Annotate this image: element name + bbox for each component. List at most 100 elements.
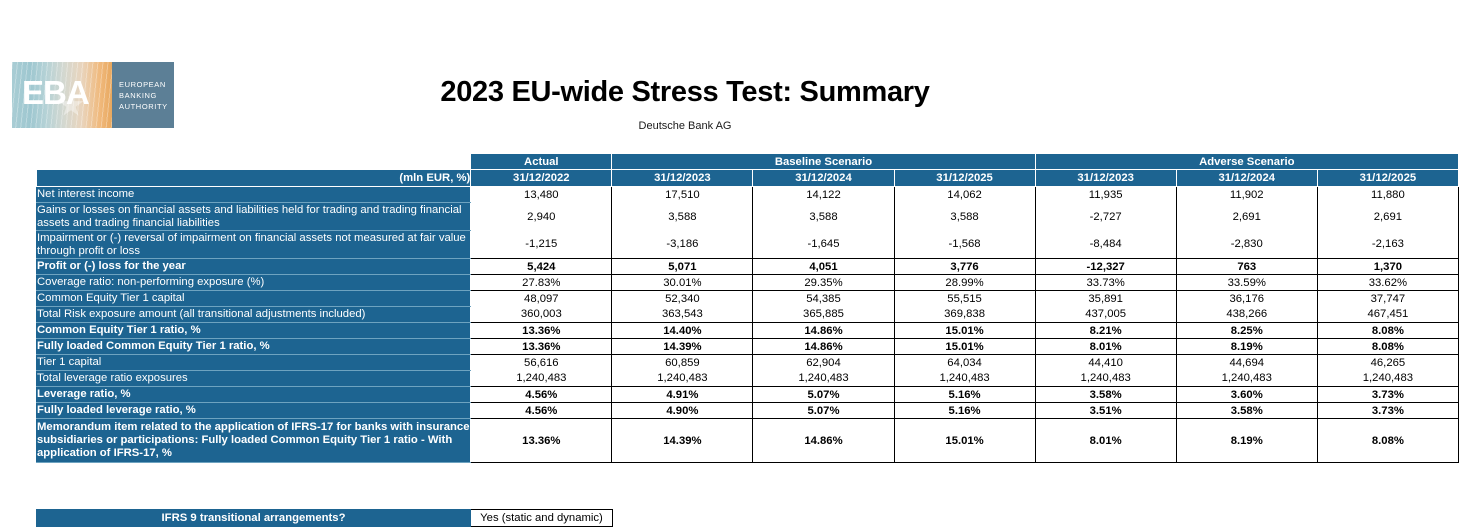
table-cell: 11,935 bbox=[1034, 186, 1177, 203]
table-row: Leverage ratio, % 4.56% 4.91% 5.07% 5.16% 3.5… bbox=[35, 386, 1460, 403]
table-cell: 54,385 bbox=[752, 290, 895, 307]
table-cell: 64,034 bbox=[893, 354, 1036, 371]
table-cell: 1,240,483 bbox=[893, 370, 1036, 387]
table-cell: 60,859 bbox=[611, 354, 754, 371]
row-label: Common Equity Tier 1 ratio, % bbox=[35, 322, 472, 339]
table-cell: 55,515 bbox=[893, 290, 1036, 307]
table-cell: 438,266 bbox=[1175, 306, 1318, 323]
table-cell: 1,240,483 bbox=[470, 370, 613, 387]
table-cell: 48,097 bbox=[470, 290, 613, 307]
table-cell: 365,885 bbox=[752, 306, 895, 323]
table-cell: 1,240,483 bbox=[611, 370, 754, 387]
table-cell: 30.01% bbox=[611, 274, 754, 291]
table-cell: 5.07% bbox=[752, 402, 895, 419]
table-cell: 37,747 bbox=[1316, 290, 1460, 307]
table-cell: 33.59% bbox=[1175, 274, 1318, 291]
row-label: Total leverage ratio exposures bbox=[35, 370, 472, 387]
row-label: Net interest income bbox=[35, 186, 472, 203]
table-body: Net interest income 13,480 17,510 14,122 14,… bbox=[35, 186, 1460, 463]
table-row: Net interest income 13,480 17,510 14,122 14,… bbox=[35, 186, 1460, 203]
logo-wordmark-panel: EUROPEAN BANKING AUTHORITY bbox=[112, 62, 174, 128]
logo-line-banking: BANKING bbox=[119, 90, 157, 100]
row-label: Coverage ratio: non-performing exposure … bbox=[35, 274, 472, 291]
row-label: Leverage ratio, % bbox=[35, 386, 472, 403]
table-row: Fully loaded leverage ratio, % 4.56% 4.90%… bbox=[35, 402, 1460, 419]
table-cell: 62,904 bbox=[752, 354, 895, 371]
ifrs9-value: Yes (static and dynamic) bbox=[470, 509, 613, 527]
logo-gradient-mark: EBA bbox=[12, 62, 112, 128]
table-cell: 14.86% bbox=[752, 418, 895, 463]
group-header-baseline: Baseline Scenario bbox=[611, 153, 1036, 170]
table-cell: 3.73% bbox=[1316, 386, 1460, 403]
group-header-actual: Actual bbox=[470, 153, 613, 170]
date-header-adverse-2023: 31/12/2023 bbox=[1034, 169, 1177, 187]
table-cell: 3.51% bbox=[1034, 402, 1177, 419]
table-cell: 3,588 bbox=[752, 202, 895, 231]
group-header-adverse: Adverse Scenario bbox=[1034, 153, 1460, 170]
table-cell: 35,891 bbox=[1034, 290, 1177, 307]
table-cell: 1,240,483 bbox=[1175, 370, 1318, 387]
date-header-row: (mln EUR, %) 31/12/2022 31/12/2023 31/12… bbox=[35, 169, 1460, 187]
table-cell: 29.35% bbox=[752, 274, 895, 291]
table-cell: 46,265 bbox=[1316, 354, 1460, 371]
table-row: Common Equity Tier 1 capital 48,097 52,340… bbox=[35, 290, 1460, 307]
table-cell: 13,480 bbox=[470, 186, 613, 203]
date-header-actual-2022: 31/12/2022 bbox=[470, 169, 613, 187]
table-cell: 1,240,483 bbox=[1034, 370, 1177, 387]
date-header-baseline-2025: 31/12/2025 bbox=[893, 169, 1036, 187]
header-corner-blank bbox=[36, 153, 471, 170]
table-cell: -8,484 bbox=[1034, 230, 1177, 259]
table-cell: 28.99% bbox=[893, 274, 1036, 291]
row-label: Total Risk exposure amount (all transiti… bbox=[35, 306, 472, 323]
group-header-row: Actual Baseline Scenario Adverse Scenari… bbox=[36, 153, 1460, 170]
table-cell: -1,645 bbox=[752, 230, 895, 259]
table-cell: 3.58% bbox=[1034, 386, 1177, 403]
table-cell: -1,568 bbox=[893, 230, 1036, 259]
table-cell: 14.86% bbox=[752, 338, 895, 355]
table-cell: -3,186 bbox=[611, 230, 754, 259]
table-cell: 56,616 bbox=[470, 354, 613, 371]
table-cell: 13.36% bbox=[470, 338, 613, 355]
bank-name-subtitle: Deutsche Bank AG bbox=[638, 120, 732, 132]
ifrs9-row: IFRS 9 transitional arrangements? Yes (s… bbox=[36, 509, 613, 527]
table-cell: 44,694 bbox=[1175, 354, 1318, 371]
table-row: Impairment or (-) reversal of impairment… bbox=[35, 230, 1460, 259]
table-cell: 3,588 bbox=[611, 202, 754, 231]
table-cell: 1,370 bbox=[1316, 258, 1460, 275]
date-header-adverse-2025: 31/12/2025 bbox=[1316, 169, 1460, 187]
table-cell: 8.08% bbox=[1316, 322, 1460, 339]
table-cell: 8.25% bbox=[1175, 322, 1318, 339]
table-cell: 2,691 bbox=[1175, 202, 1318, 231]
table-cell: 15.01% bbox=[893, 322, 1036, 339]
table-header: Actual Baseline Scenario Adverse Scenari… bbox=[35, 153, 1460, 187]
table-cell: 2,940 bbox=[470, 202, 613, 231]
table-row: Total Risk exposure amount (all transiti… bbox=[35, 306, 1460, 323]
row-label: Common Equity Tier 1 capital bbox=[35, 290, 472, 307]
table-cell: -2,830 bbox=[1175, 230, 1318, 259]
table-cell: 3.60% bbox=[1175, 386, 1318, 403]
row-label: Fully loaded leverage ratio, % bbox=[35, 402, 472, 419]
row-label: Gains or losses on financial assets and … bbox=[35, 202, 472, 231]
table-cell: 8.01% bbox=[1034, 418, 1177, 463]
table-cell: -12,327 bbox=[1034, 258, 1177, 275]
table-row: Memorandum item related to the applicati… bbox=[35, 418, 1460, 463]
table-row: Total leverage ratio exposures 1,240,483 1… bbox=[35, 370, 1460, 387]
table-cell: 14,122 bbox=[752, 186, 895, 203]
units-label: (mln EUR, %) bbox=[35, 169, 472, 187]
table-cell: 467,451 bbox=[1316, 306, 1460, 323]
table-cell: 5.16% bbox=[893, 386, 1036, 403]
table-cell: 13.36% bbox=[470, 322, 613, 339]
table-cell: 52,340 bbox=[611, 290, 754, 307]
table-cell: 4.90% bbox=[611, 402, 754, 419]
table-cell: 36,176 bbox=[1175, 290, 1318, 307]
table-cell: 5.16% bbox=[893, 402, 1036, 419]
table-row: Profit or (-) loss for the year 5,424 5,07… bbox=[35, 258, 1460, 275]
table-cell: 15.01% bbox=[893, 338, 1036, 355]
table-row: Common Equity Tier 1 ratio, % 13.36% 14.40… bbox=[35, 322, 1460, 339]
row-label: Memorandum item related to the applicati… bbox=[35, 418, 472, 463]
ifrs9-footer-table: IFRS 9 transitional arrangements? Yes (s… bbox=[36, 509, 613, 527]
table-cell: 33.62% bbox=[1316, 274, 1460, 291]
table-cell: 8.19% bbox=[1175, 418, 1318, 463]
table-row: Tier 1 capital 56,616 60,859 62,904 64,034 44… bbox=[35, 354, 1460, 371]
table-cell: 4.91% bbox=[611, 386, 754, 403]
